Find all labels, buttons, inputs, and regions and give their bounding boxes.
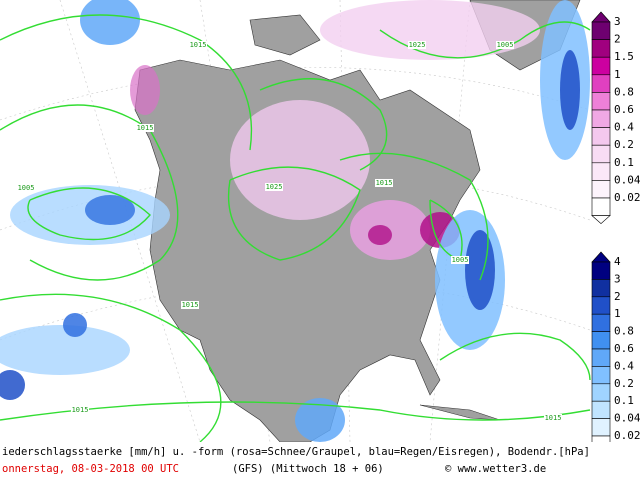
isobar-label-bg: [71, 406, 89, 414]
isobar-label-bg: [181, 301, 199, 309]
legend-label: 2: [614, 33, 621, 46]
legend-swatch: [591, 400, 611, 419]
legend-swatch: [591, 197, 611, 216]
legend-swatch: [591, 180, 611, 199]
isobar-label-bg: [189, 41, 207, 49]
isobar-label: 1015: [137, 124, 154, 132]
legend-swatch: [591, 39, 611, 58]
legend-swatch: [591, 56, 611, 76]
isobar-label: 1015: [182, 301, 199, 309]
legend-label: 0.02: [614, 429, 640, 442]
legend-arrow: [591, 251, 611, 263]
isobar-labels: 1015 1025 1005 1015 1015 1015 1025 1015 1005 1005…: [17, 41, 562, 422]
legend-label: 3: [614, 15, 621, 28]
legend-swatch: [591, 261, 611, 280]
legend-label: 0.1: [614, 156, 634, 169]
isobar-label: 1015: [190, 41, 207, 49]
isobar-label-bg: [544, 414, 562, 422]
legend-swatch: [591, 418, 611, 437]
legend-label: 0.4: [614, 359, 634, 372]
legend-label: 4: [614, 255, 621, 268]
legend-swatch: [591, 109, 611, 128]
legend-swatch: [591, 21, 611, 40]
footer-date: onnerstag, 08-03-2018 00 UTC: [2, 463, 179, 475]
legend-label: 0.2: [614, 377, 634, 390]
legend-swatch: [591, 127, 611, 146]
legend-arrow: [591, 215, 611, 225]
legend-label: 2: [614, 290, 621, 303]
legend-swatch: [591, 162, 611, 181]
legend-swatch: [591, 92, 611, 111]
legend-label: 1: [614, 307, 621, 320]
legend-label: 0.8: [614, 325, 634, 338]
legend-label: 1.5: [614, 50, 634, 63]
footer-credit: © www.wetter3.de: [445, 463, 546, 475]
isobar-label: 1005: [497, 41, 514, 49]
isobar-label-bg: [375, 179, 393, 187]
isobar-label: 1025: [266, 183, 283, 191]
isobar-label: 1015: [545, 414, 562, 422]
legend-label: 0.02: [614, 191, 640, 204]
isobar-label-bg: [136, 124, 154, 132]
legend-label: 0.1: [614, 394, 634, 407]
isobar-label: 1005: [452, 256, 469, 264]
legend-label: 0.6: [614, 103, 634, 116]
legend-swatch: [591, 279, 611, 298]
legend-swatch: [591, 144, 611, 164]
legend-label: 0.2: [614, 138, 634, 151]
legend-swatch: [591, 74, 611, 93]
legend-label: 0.04: [614, 412, 640, 425]
legend-swatch: [591, 331, 611, 350]
isobar-label-bg: [17, 184, 35, 192]
legend-swatch: [591, 366, 611, 385]
isobar-label-bg: [265, 183, 283, 191]
footer-description: iederschlagsstaerke [mm/h] u. -form (ros…: [2, 446, 590, 458]
legend-label: 0.6: [614, 342, 634, 355]
isobar-label: 1025: [409, 41, 426, 49]
legend-label: 0.04: [614, 173, 640, 186]
isobar-label-bg: [408, 41, 426, 49]
isobar-label-bg: [451, 256, 469, 264]
footer-background: [0, 442, 640, 480]
isobar-label: 1005: [18, 184, 35, 192]
legend-swatch: [591, 348, 611, 367]
isobar-label: 1015: [72, 406, 89, 414]
footer-model: (GFS) (Mittwoch 18 + 06): [232, 463, 384, 475]
legend-label: 0.8: [614, 85, 634, 98]
legend-arrow: [591, 11, 611, 23]
legend-swatch: [591, 383, 611, 402]
isobar-label-bg: [496, 41, 514, 49]
legend-swatch: [591, 313, 611, 332]
isobars: [0, 14, 591, 443]
legend-swatch: [591, 296, 611, 315]
snow-legend: 3 2 1.5 1 0.8 0.6 0.4 0.2 0.1 0.04 0.02: [591, 11, 640, 225]
legend-label: 3: [614, 272, 621, 285]
legend-label: 0.4: [614, 121, 634, 134]
isobar-label: 1015: [376, 179, 393, 187]
rain-legend: 4 3 2 1 0.8 0.6 0.4 0.2 0.1 0.04 0.02: [591, 251, 640, 462]
legend-label: 1: [614, 68, 621, 81]
